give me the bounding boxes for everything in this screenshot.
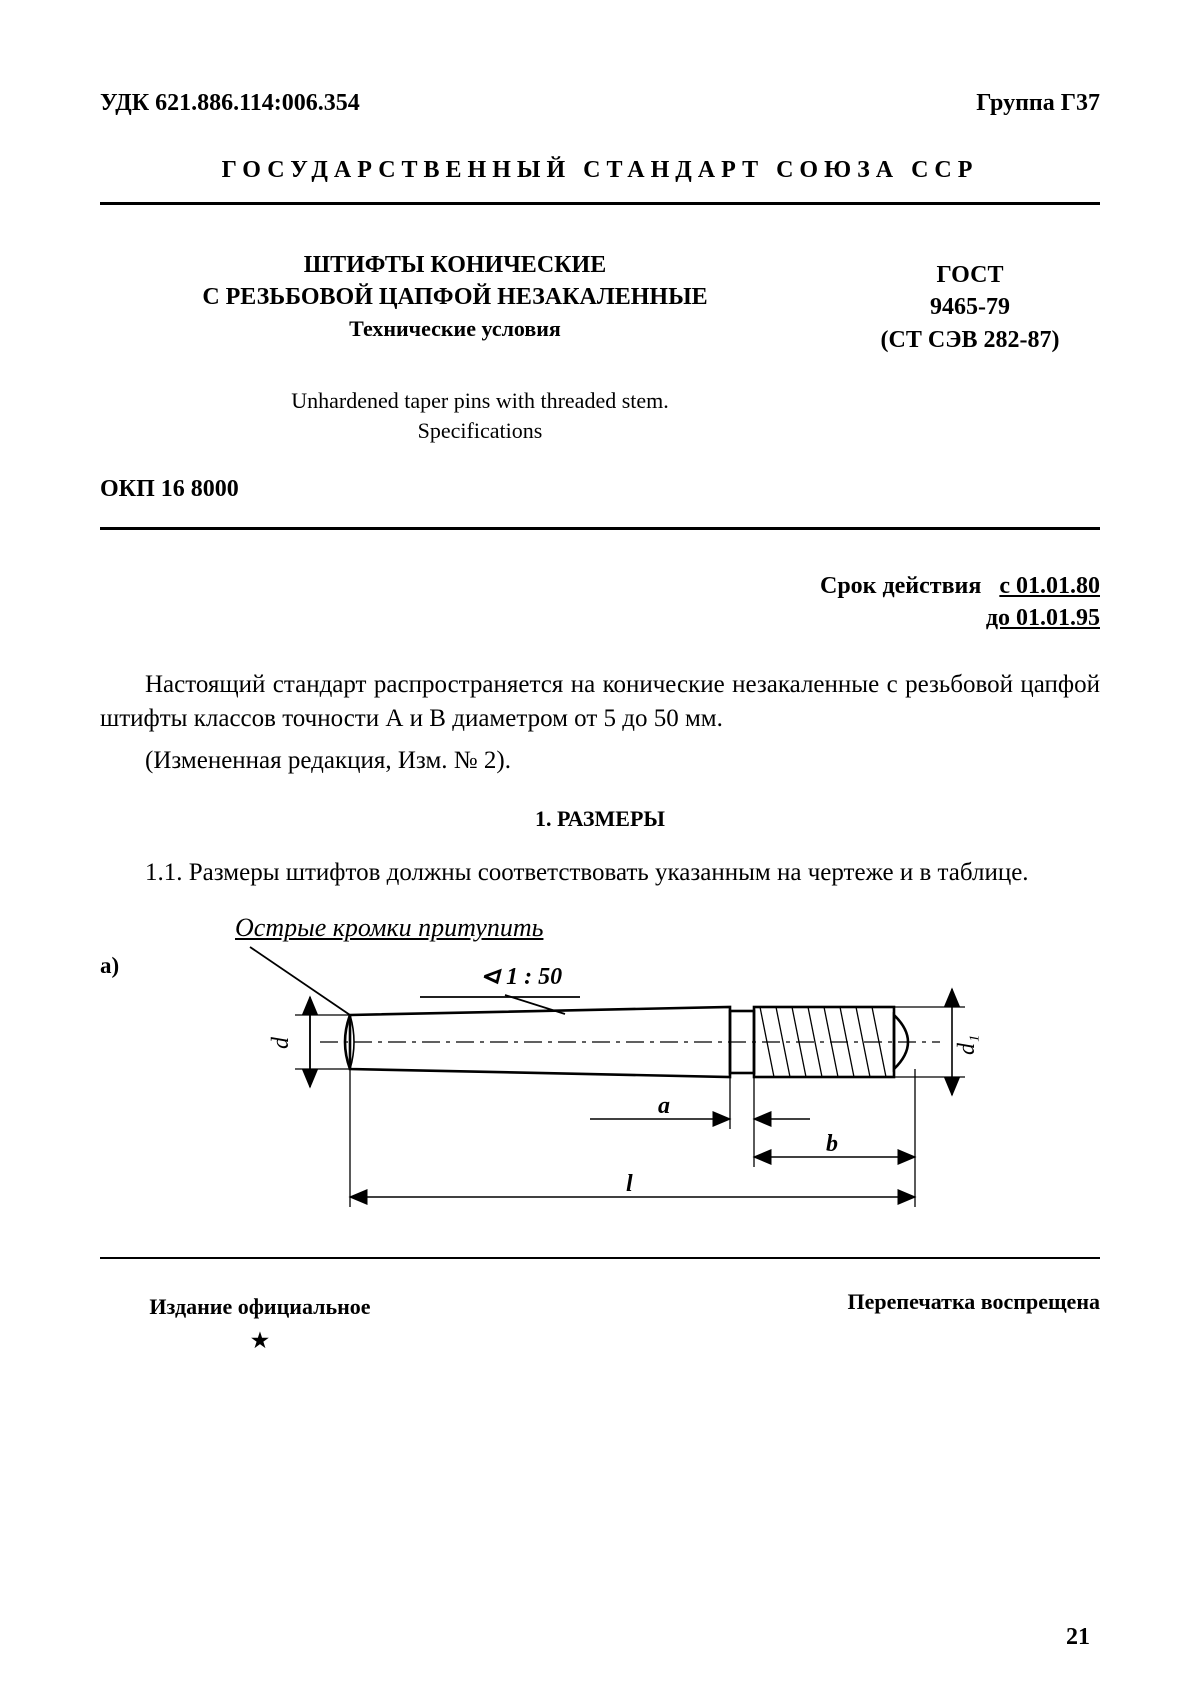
footer-row: Издание официальное ★ Перепечатка воспре… — [100, 1289, 1100, 1356]
state-standard-banner: ГОСУДАРСТВЕННЫЙ СТАНДАРТ СОЮЗА ССР — [100, 157, 1100, 184]
en-line1: Unhardened taper pins with threaded stem… — [200, 386, 760, 416]
clause-1-1: 1.1. Размеры штифтов должны соответствов… — [100, 856, 1100, 890]
header-row: УДК 621.886.114:006.354 Группа Г37 — [100, 90, 1100, 117]
rule-top — [100, 202, 1100, 205]
gost-number: 9465-79 — [840, 291, 1100, 323]
footer-left: Издание официальное ★ — [100, 1289, 420, 1356]
title-russian: ШТИФТЫ КОНИЧЕСКИЕ С РЕЗЬБОВОЙ ЦАПФОЙ НЕЗ… — [100, 249, 840, 343]
en-line2: Specifications — [200, 416, 760, 446]
svg-text:d: d — [268, 1036, 294, 1049]
svg-text:d₁: d₁ — [954, 1035, 980, 1055]
rule-mid — [100, 527, 1100, 530]
gost-number-block: ГОСТ 9465-79 (СТ СЭВ 282-87) — [840, 249, 1100, 356]
revision-note: (Измененная редакция, Изм. № 2). — [100, 744, 1100, 778]
okp-code: ОКП 16 8000 — [100, 476, 1100, 503]
group-code: Группа Г37 — [976, 90, 1100, 117]
title-block: ШТИФТЫ КОНИЧЕСКИЕ С РЕЗЬБОВОЙ ЦАПФОЙ НЕЗ… — [100, 249, 1100, 356]
svg-text:a: a — [658, 1093, 670, 1119]
section-1-heading: 1. РАЗМЕРЫ — [100, 806, 1100, 832]
svg-text:b: b — [826, 1131, 838, 1157]
title-line3: Технические условия — [100, 314, 810, 344]
title-line1: ШТИФТЫ КОНИЧЕСКИЕ — [100, 249, 810, 281]
reprint-prohibited: Перепечатка воспрещена — [848, 1289, 1100, 1315]
title-line2: С РЕЗЬБОВОЙ ЦАПФОЙ НЕЗАКАЛЕННЫЕ — [100, 281, 810, 313]
validity-from: 01.01.80 — [1016, 573, 1100, 599]
validity-to: 01.01.95 — [1016, 605, 1100, 631]
gost-label: ГОСТ — [840, 259, 1100, 291]
figure-a: а) Острые кромки притупить ⊲ 1 : 50 — [100, 907, 1100, 1247]
figure-marker: а) — [100, 953, 119, 979]
svg-text:l: l — [626, 1171, 633, 1197]
pin-drawing: d d₁ a b l — [170, 907, 1030, 1247]
title-english: Unhardened taper pins with threaded stem… — [200, 386, 760, 445]
gost-ref: (СТ СЭВ 282-87) — [840, 324, 1100, 356]
page-number: 21 — [1066, 1624, 1090, 1651]
edition-official: Издание официальное — [100, 1289, 420, 1324]
validity-label: Срок действия — [820, 573, 981, 599]
star-icon: ★ — [100, 1325, 420, 1357]
scope-paragraph: Настоящий стандарт распространяется на к… — [100, 668, 1100, 736]
udk-code: УДК 621.886.114:006.354 — [100, 90, 360, 117]
validity-block: Срок действия с 01.01.80 до 01.01.95 — [100, 570, 1100, 635]
rule-bottom — [100, 1257, 1100, 1259]
